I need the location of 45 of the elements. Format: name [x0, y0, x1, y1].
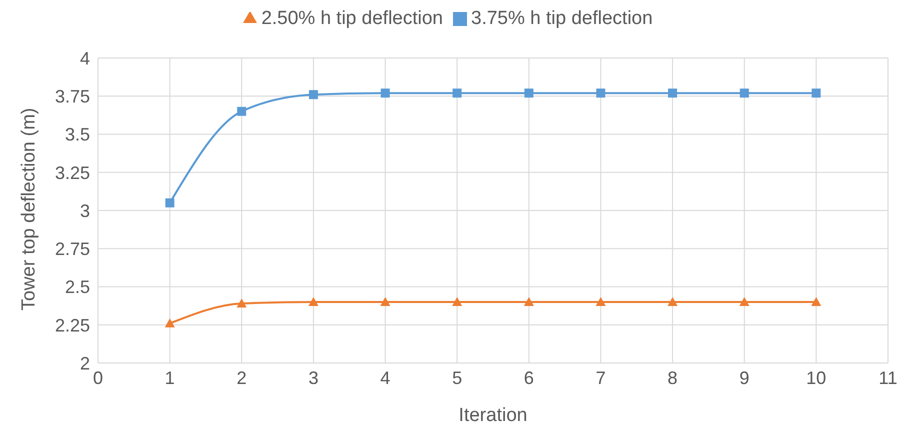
- point: [524, 88, 534, 98]
- point: [308, 90, 318, 100]
- x-tick-label: 7: [596, 368, 606, 388]
- y-tick-label: 3.25: [54, 162, 90, 183]
- y-tick-label: 3: [80, 200, 90, 221]
- x-tick-label: 2: [236, 368, 247, 388]
- point: [452, 88, 462, 98]
- y-tick-label: 2.5: [64, 277, 90, 298]
- y-axis-title: Tower top deflection (m): [18, 108, 40, 310]
- x-tick-label: 3: [308, 368, 318, 388]
- point: [165, 198, 174, 208]
- x-axis-title: Iteration: [458, 405, 528, 426]
- point: [452, 297, 462, 306]
- y-tick-label: 2.25: [54, 315, 90, 336]
- point: [524, 297, 534, 306]
- point: [740, 88, 749, 98]
- x-tick-label: 6: [524, 368, 534, 388]
- point: [596, 88, 606, 98]
- y-tick-label: 2: [80, 353, 90, 374]
- x-tick-label: 5: [452, 368, 462, 388]
- legend-label: 3.75% h tip deflection: [471, 8, 653, 29]
- point: [668, 297, 678, 306]
- point: [308, 297, 318, 306]
- point: [380, 297, 390, 306]
- y-tick-label: 3.75: [54, 86, 90, 107]
- point: [812, 88, 821, 98]
- point: [164, 318, 175, 328]
- x-tick-label: 0: [92, 368, 104, 388]
- x-tick-label: 1: [164, 368, 175, 388]
- x-tick-label: 10: [806, 368, 826, 388]
- point: [237, 106, 246, 116]
- point: [739, 297, 750, 306]
- x-tick-label: 9: [739, 368, 750, 388]
- point: [236, 298, 247, 308]
- point: [811, 297, 822, 306]
- x-tick-label: 11: [878, 368, 898, 388]
- y-tick-label: 3.5: [64, 124, 90, 145]
- x-tick-label: 4: [380, 368, 390, 388]
- point: [668, 88, 678, 98]
- y-tick-label: 4: [80, 48, 90, 68]
- point: [380, 88, 390, 98]
- legend-label: 2.50% h tip deflection: [261, 8, 443, 29]
- y-tick-label: 2.75: [54, 239, 90, 260]
- point: [596, 297, 606, 306]
- x-tick-label: 8: [668, 368, 678, 388]
